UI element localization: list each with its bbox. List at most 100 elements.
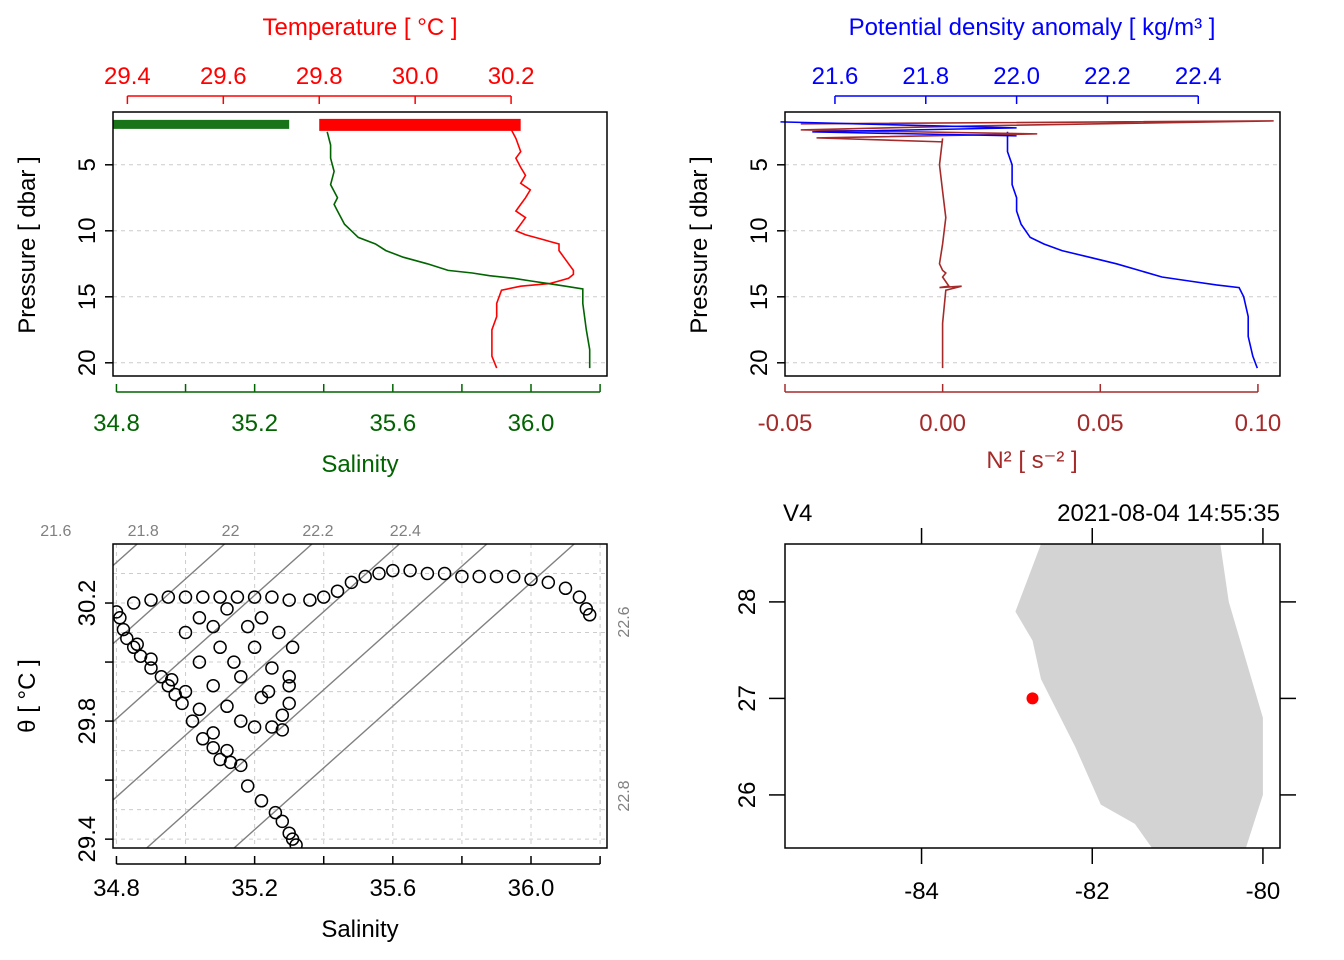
bottom-tick-label: 0.00 [919, 410, 966, 437]
data-point [272, 625, 286, 640]
top-tick-label: 21.8 [902, 63, 949, 90]
data-point [275, 814, 290, 829]
y-axis-title: Pressure [ dbar ] [14, 156, 41, 333]
top-tick-label: 22.2 [1084, 63, 1131, 90]
y-tick-label: 20 [74, 349, 101, 376]
isopycnal-label: 21.6 [40, 523, 71, 540]
y-tick-label: 20 [746, 349, 773, 376]
data-point [265, 590, 279, 604]
data-point [213, 590, 227, 604]
data-point [120, 631, 134, 646]
top-tick-label: 29.4 [104, 63, 151, 90]
data-point [192, 611, 207, 625]
isopycnal-label: 22 [222, 523, 240, 540]
data-point [168, 687, 182, 702]
data-point [234, 670, 248, 684]
data-point [282, 670, 296, 684]
data-point [206, 619, 220, 634]
grid [113, 543, 607, 848]
surface-temperature-band [319, 118, 521, 131]
bottom-axis-title: Salinity [321, 451, 398, 478]
data-point [223, 755, 238, 770]
isopycnal-label: 22.8 [616, 780, 633, 811]
y-axis-title: θ [ °C ] [14, 659, 41, 733]
data-point [144, 661, 158, 675]
series-line-bottom [326, 131, 591, 369]
isopycnal-line [113, 544, 226, 645]
data-point [113, 611, 127, 625]
map-frame [784, 543, 1281, 849]
bottom-tick-label: 36.0 [508, 410, 555, 437]
data-point [344, 575, 359, 590]
x-tick-label: -82 [1075, 878, 1110, 905]
x-tick-label: 36.0 [508, 875, 555, 902]
data-point [220, 699, 234, 714]
data-point [582, 608, 597, 622]
data-point [420, 566, 435, 581]
station-name: V4 [783, 500, 812, 527]
x-tick-label: 35.6 [369, 875, 416, 902]
data-point [268, 805, 283, 820]
data-point [275, 708, 290, 722]
y-tick-label: 10 [74, 217, 101, 244]
data-point [178, 684, 193, 699]
plot-frame [112, 111, 608, 377]
isopycnal-label: 22.6 [616, 606, 633, 637]
profile-lines [113, 118, 591, 369]
top-tick-label: 21.6 [812, 63, 859, 90]
station-datetime: 2021-08-04 14:55:35 [1057, 500, 1280, 527]
isopycnals [113, 544, 575, 848]
bottom-tick-label: -0.05 [758, 410, 813, 437]
data-point [144, 652, 158, 666]
data-point [489, 569, 504, 584]
data-point [261, 684, 276, 699]
temperature-salinity-panel: 5 10 15 20 29.4 29.6 29.8 30.0 30.2 34.8 35.2 35.6 3… [14, 14, 608, 478]
top-tick-label: 29.6 [200, 63, 247, 90]
y-tick-label: 29.8 [74, 698, 101, 745]
x-axis-title: Salinity [321, 916, 398, 943]
data-point [282, 593, 296, 607]
profile-lines [780, 120, 1274, 369]
series-line-top [491, 128, 575, 369]
data-point [230, 590, 245, 604]
data-point [185, 714, 200, 728]
data-point [455, 569, 469, 584]
data-point [240, 779, 255, 793]
data-point [220, 743, 234, 758]
data-point [524, 572, 538, 587]
data-point [154, 670, 169, 684]
data-point [472, 569, 486, 584]
data-point [234, 758, 248, 773]
isopycnal-label: 22.2 [302, 523, 333, 540]
y-tick-label: 27 [734, 685, 761, 712]
data-point [254, 611, 269, 625]
y-tick-label: 30.2 [74, 580, 101, 627]
bottom-tick-label: 35.6 [369, 410, 416, 437]
top-tick-label: 30.2 [488, 63, 535, 90]
data-point [282, 696, 296, 711]
isopycnal-line [145, 544, 488, 848]
data-point [240, 619, 255, 634]
isopycnal-line [113, 544, 313, 723]
station-dot [1026, 692, 1039, 705]
top-axis-title: Potential density anomaly [ kg/m³ ] [849, 14, 1216, 41]
grid [785, 164, 1280, 364]
data-point [234, 714, 248, 728]
data-point [116, 622, 131, 637]
y-tick-label: 28 [734, 589, 761, 616]
data-point [213, 640, 227, 655]
y-tick-label: 10 [746, 217, 773, 244]
y-tick-label: 5 [746, 158, 773, 171]
data-point [386, 563, 400, 578]
map-panel: -84 -82 -80 26 27 28 V4 2021-08-04 14:55:35 [734, 500, 1296, 905]
isopycnal-line [233, 544, 575, 848]
bottom-tick-label: 34.8 [93, 410, 140, 437]
data-point [254, 794, 269, 808]
bottom-tick-label: 35.2 [231, 410, 278, 437]
ts-diagram-panel: 34.8 35.2 35.6 36.029.429.830.2 21.6 21.8 22 2… [14, 523, 633, 943]
data-point [541, 575, 556, 590]
data-point [372, 566, 386, 581]
data-point [316, 590, 331, 604]
data-point [206, 726, 220, 740]
data-point [282, 678, 296, 693]
